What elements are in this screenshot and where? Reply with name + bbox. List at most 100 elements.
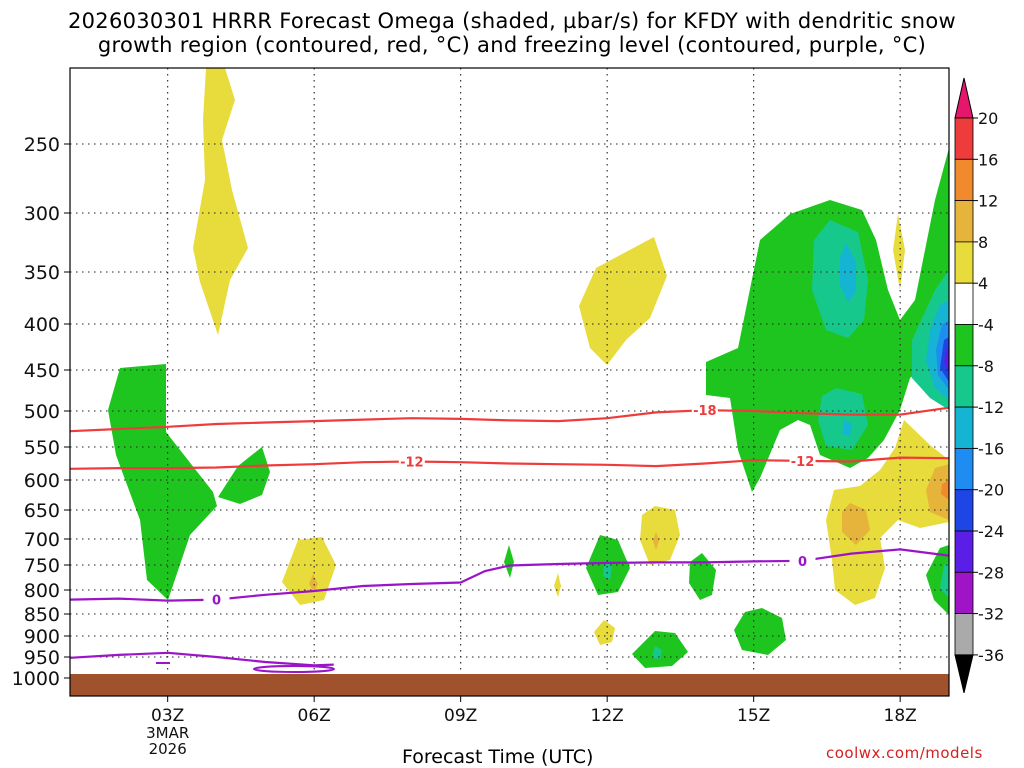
colorbar-swatch	[954, 571, 974, 614]
omega-ascent-core	[652, 646, 662, 659]
colorbar-label: -32	[978, 605, 1004, 624]
y-tick-label: 250	[24, 134, 60, 156]
colorbar-swatch	[954, 489, 974, 532]
x-tick-year-label: 2026	[149, 740, 187, 758]
colorbar-label: 16	[978, 150, 998, 169]
x-tick-date-label: 3MAR	[146, 724, 189, 742]
watermark-link[interactable]: coolwx.com/models	[826, 744, 983, 762]
colorbar-label: -16	[978, 439, 1004, 458]
colorbar-label: -28	[978, 563, 1004, 582]
colorbar-bottom-arrow	[954, 654, 974, 694]
x-tick-label: 03Z	[151, 706, 184, 726]
contour-label: -12	[400, 456, 424, 471]
y-tick-label: 450	[24, 360, 60, 382]
colorbar-label: -12	[978, 398, 1004, 417]
x-tick-label: 15Z	[737, 706, 770, 726]
y-tick-label: 600	[24, 470, 60, 492]
colorbar-label: 20	[978, 109, 998, 128]
omega-ascent-core	[842, 420, 852, 436]
chart-title-line-1: 2026030301 HRRR Forecast Omega (shaded, …	[67, 9, 957, 33]
y-axis: 2503003504004505005506006507007508008509…	[12, 134, 70, 690]
contour-label-background	[203, 591, 230, 607]
omega-ascent-core	[944, 348, 949, 374]
omega-subsidence-core	[653, 532, 659, 550]
contour-label-background	[789, 552, 816, 568]
omega-subsidence-core	[926, 464, 949, 520]
omega-subsidence-core	[309, 574, 318, 592]
omega-subsidence-region	[282, 537, 336, 605]
contour-label: -18	[693, 404, 717, 419]
omega-ascent-region	[504, 545, 514, 578]
omega-subsidence-region	[826, 420, 949, 605]
colorbar-label: -8	[978, 357, 994, 376]
freezing-level-loop	[253, 665, 335, 673]
omega-subsidence-region	[554, 573, 561, 597]
contour-label: -12	[791, 455, 815, 470]
contour-label-background	[398, 453, 425, 469]
contour-line	[70, 456, 949, 470]
contour-line	[70, 406, 949, 433]
omega-ascent-region	[218, 447, 270, 504]
colorbar-swatch	[954, 241, 974, 284]
colorbar-swatch	[954, 365, 974, 408]
y-tick-label: 950	[24, 647, 60, 669]
omega-ascent-core	[840, 243, 856, 302]
x-tick-label: 18Z	[884, 706, 917, 726]
colorbar-swatch	[954, 117, 974, 160]
contour-label: 0	[212, 594, 221, 609]
omega-subsidence-region	[893, 214, 905, 290]
colorbar-swatch	[954, 530, 974, 573]
omega-subsidence-region	[640, 506, 680, 565]
colorbar-swatch	[954, 406, 974, 449]
y-tick-label: 650	[24, 500, 60, 522]
omega-ascent-region	[108, 364, 217, 600]
x-tick-label: 06Z	[298, 706, 331, 726]
contour-label: 0	[798, 555, 807, 570]
temperature-contours: -18 -12 -12 0 0	[70, 402, 949, 673]
colorbar-top-arrow	[954, 77, 974, 119]
colorbar-legend: 20 16 12 8 4 -4 -8 -12 -16 -20 -24 -28 -32 -36	[954, 77, 1004, 694]
y-tick-label: 300	[24, 203, 60, 225]
y-tick-label: 800	[24, 580, 60, 602]
contour-line	[70, 651, 334, 667]
colorbar-swatch	[954, 158, 974, 202]
colorbar-swatch	[954, 324, 974, 367]
colorbar-label: 8	[978, 233, 988, 252]
colorbar-label: 12	[978, 192, 998, 211]
y-tick-label: 900	[24, 626, 60, 648]
contour-label-background	[691, 402, 718, 418]
omega-ascent-region	[689, 553, 716, 600]
omega-subsidence-core	[941, 480, 949, 500]
colorbar-label: 4	[978, 274, 988, 293]
colorbar-label: -20	[978, 481, 1004, 500]
colorbar-swatch	[954, 200, 974, 243]
y-tick-label: 400	[24, 314, 60, 336]
x-axis-title: Forecast Time (UTC)	[402, 746, 594, 768]
y-tick-label: 350	[24, 262, 60, 284]
colorbar-swatch	[954, 282, 974, 325]
plot-frame	[69, 67, 950, 697]
x-tick-label: 09Z	[444, 706, 477, 726]
contour-label-background	[789, 452, 816, 468]
x-tick-label: 12Z	[591, 706, 624, 726]
omega-ascent-region	[926, 545, 949, 615]
colorbar-label: -4	[978, 316, 994, 335]
chart-title-line-2: growth region (contoured, red, °C) and f…	[97, 33, 927, 57]
colorbar-swatch	[954, 447, 974, 491]
y-tick-label: 750	[24, 555, 60, 577]
omega-ascent-region	[734, 608, 786, 655]
colorbar-label: -24	[978, 522, 1004, 541]
omega-subsidence-region	[579, 237, 667, 365]
omega-subsidence-core	[842, 503, 870, 545]
y-tick-label: 550	[24, 437, 60, 459]
y-tick-label: 850	[24, 604, 60, 626]
colorbar-label: -36	[978, 646, 1004, 665]
omega-ascent-core	[940, 562, 949, 598]
omega-subsidence-region	[193, 68, 248, 335]
omega-subsidence-region	[594, 620, 615, 645]
y-tick-label: 500	[24, 401, 60, 423]
colorbar-swatch	[954, 613, 974, 656]
omega-ascent-core	[818, 388, 868, 450]
